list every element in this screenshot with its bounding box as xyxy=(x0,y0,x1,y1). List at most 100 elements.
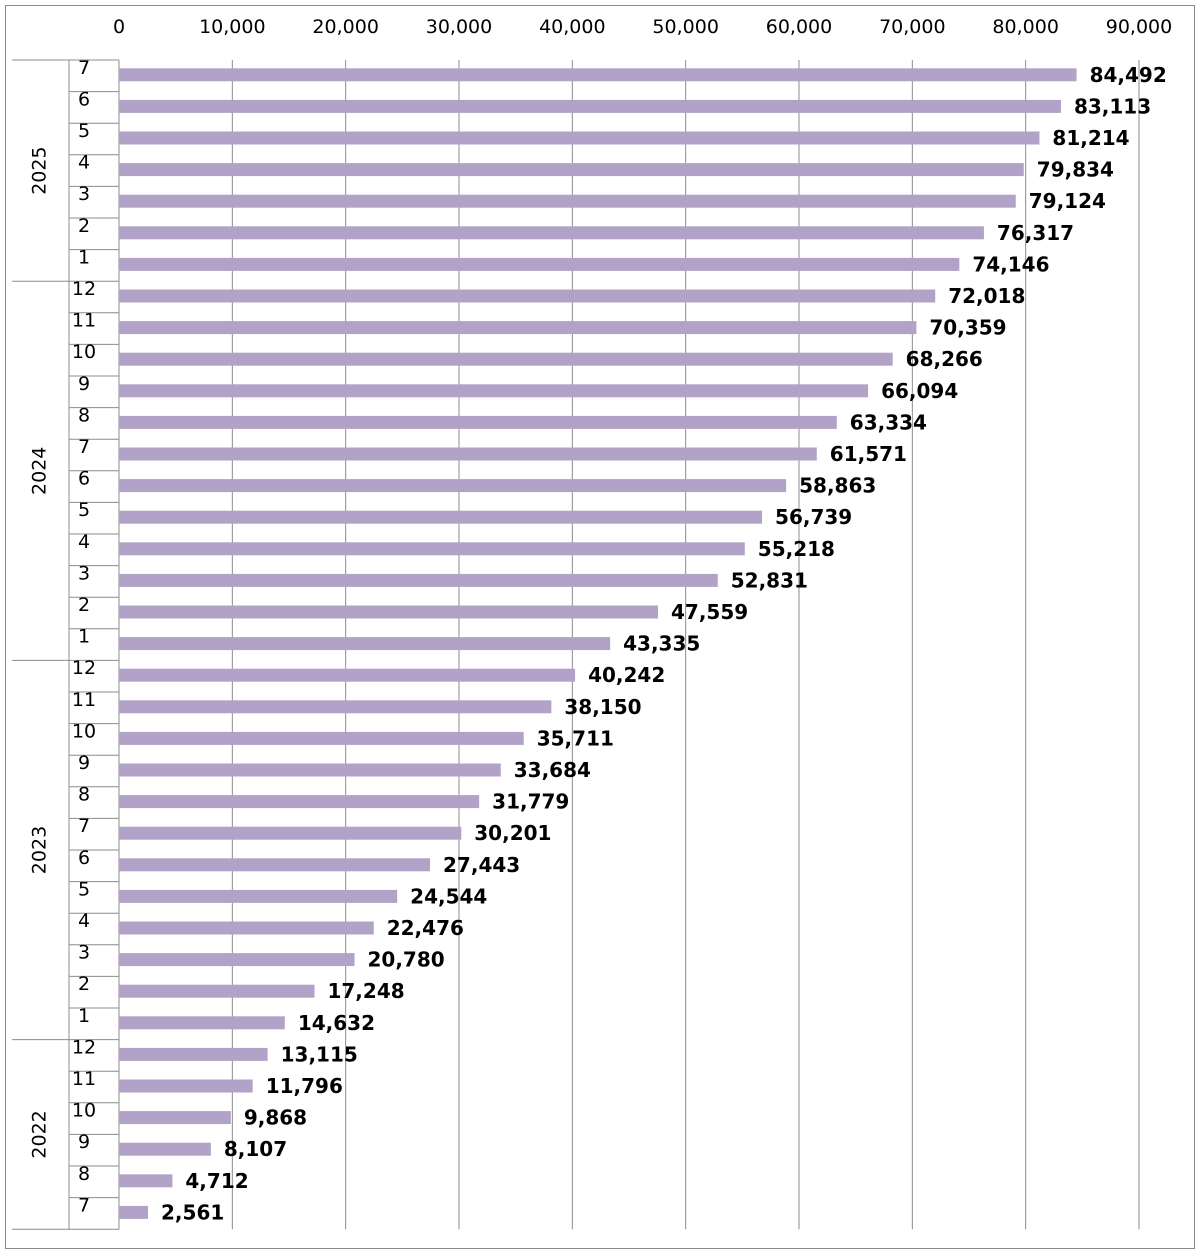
month-label: 1 xyxy=(78,626,90,648)
data-label: 79,834 xyxy=(1037,158,1114,182)
data-label: 56,739 xyxy=(775,505,852,529)
month-label: 10 xyxy=(72,1100,96,1122)
bar xyxy=(119,542,745,556)
bar xyxy=(119,163,1024,177)
month-label: 2 xyxy=(78,594,90,616)
month-label: 6 xyxy=(78,847,90,869)
bar xyxy=(119,289,936,303)
x-tick-label: 30,000 xyxy=(426,16,492,38)
data-label: 47,559 xyxy=(671,600,748,624)
month-label: 8 xyxy=(78,784,90,806)
bar xyxy=(119,668,576,682)
month-label: 7 xyxy=(78,815,90,837)
bar xyxy=(119,257,960,271)
bar xyxy=(119,384,869,398)
x-tick-label: 80,000 xyxy=(992,16,1058,38)
x-tick-label: 10,000 xyxy=(199,16,265,38)
bar xyxy=(119,700,552,714)
year-label: 2023 xyxy=(29,826,51,874)
data-label: 61,571 xyxy=(830,442,907,466)
month-label: 11 xyxy=(72,310,96,332)
bar xyxy=(119,921,374,935)
bar xyxy=(119,953,355,967)
x-tick-label: 70,000 xyxy=(879,16,945,38)
month-label: 8 xyxy=(78,404,90,426)
month-label: 6 xyxy=(78,468,90,490)
data-label: 83,113 xyxy=(1074,94,1151,118)
data-label: 4,712 xyxy=(185,1169,248,1193)
bar xyxy=(119,637,611,651)
data-label: 33,684 xyxy=(514,758,591,782)
data-label: 84,492 xyxy=(1090,63,1167,87)
data-label: 43,335 xyxy=(623,632,700,656)
data-label: 76,317 xyxy=(997,221,1074,245)
x-tick-label: 0 xyxy=(113,16,125,38)
month-label: 12 xyxy=(72,1036,96,1058)
data-label: 63,334 xyxy=(850,410,927,434)
data-label: 70,359 xyxy=(929,316,1006,340)
month-label: 12 xyxy=(72,278,96,300)
data-label: 66,094 xyxy=(881,379,958,403)
bar xyxy=(119,1142,211,1156)
month-label: 5 xyxy=(78,120,90,142)
bar xyxy=(119,194,1016,208)
x-tick-label: 50,000 xyxy=(652,16,718,38)
bar xyxy=(119,415,837,429)
bar xyxy=(119,321,917,335)
bar xyxy=(119,1016,285,1030)
data-label: 79,124 xyxy=(1029,189,1106,213)
bar xyxy=(119,1079,253,1093)
month-label: 3 xyxy=(78,183,90,205)
month-label: 1 xyxy=(78,1005,90,1027)
month-label: 9 xyxy=(78,752,90,774)
month-label: 9 xyxy=(78,1131,90,1153)
bar xyxy=(119,479,787,493)
data-label: 17,248 xyxy=(327,979,404,1003)
data-label: 22,476 xyxy=(387,916,464,940)
bar xyxy=(119,1047,268,1061)
month-label: 4 xyxy=(78,910,90,932)
bar xyxy=(119,131,1040,145)
month-label: 2 xyxy=(78,215,90,237)
bar xyxy=(119,226,984,240)
bar xyxy=(119,352,893,366)
data-label: 52,831 xyxy=(731,568,808,592)
bar xyxy=(119,826,462,840)
data-label: 24,544 xyxy=(410,884,487,908)
bar xyxy=(119,447,817,461)
x-tick-label: 90,000 xyxy=(1106,16,1172,38)
data-label: 30,201 xyxy=(474,821,551,845)
bar xyxy=(119,1111,231,1125)
x-tick-label: 40,000 xyxy=(539,16,605,38)
data-label: 35,711 xyxy=(537,726,614,750)
month-label: 5 xyxy=(78,499,90,521)
data-label: 58,863 xyxy=(799,474,876,498)
data-label: 8,107 xyxy=(224,1137,287,1161)
bar xyxy=(119,731,524,745)
chart-frame xyxy=(5,5,1195,1249)
month-label: 6 xyxy=(78,88,90,110)
month-label: 11 xyxy=(72,1068,96,1090)
data-label: 20,780 xyxy=(368,948,445,972)
data-label: 74,146 xyxy=(972,252,1049,276)
data-label: 13,115 xyxy=(281,1042,358,1066)
data-label: 9,868 xyxy=(244,1106,307,1130)
bar xyxy=(119,889,398,903)
month-label: 4 xyxy=(78,531,90,553)
month-label: 9 xyxy=(78,373,90,395)
month-label: 7 xyxy=(78,436,90,458)
data-label: 38,150 xyxy=(564,695,641,719)
data-label: 81,214 xyxy=(1052,126,1129,150)
month-label: 7 xyxy=(78,57,90,79)
month-label: 7 xyxy=(78,1194,90,1216)
month-label: 2 xyxy=(78,973,90,995)
bar xyxy=(119,510,763,524)
month-label: 3 xyxy=(78,562,90,584)
bar xyxy=(119,763,501,777)
x-tick-label: 60,000 xyxy=(766,16,832,38)
month-label: 11 xyxy=(72,689,96,711)
data-label: 68,266 xyxy=(906,347,983,371)
bar xyxy=(119,573,718,587)
month-label: 3 xyxy=(78,942,90,964)
data-label: 2,561 xyxy=(161,1200,224,1224)
